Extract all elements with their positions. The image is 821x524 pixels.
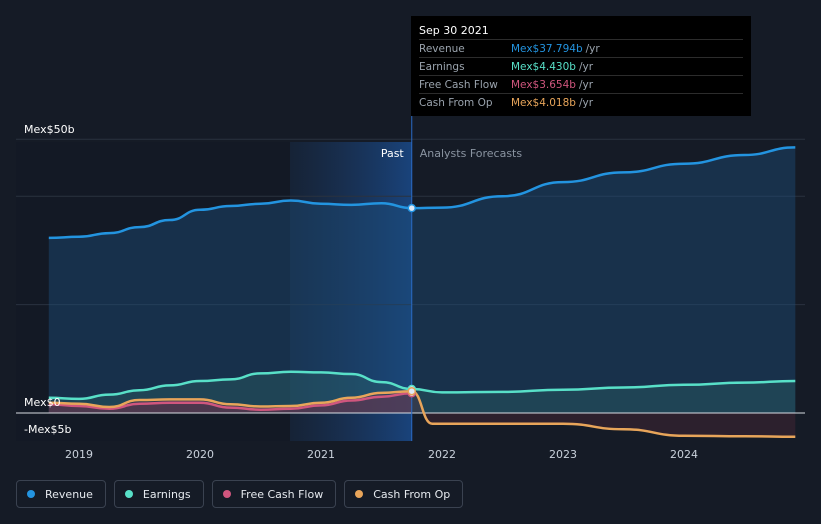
legend-cash-from-op-toggle[interactable]: Cash From Op (344, 480, 464, 508)
tooltip-label: Earnings (419, 60, 465, 73)
past-region-band (290, 142, 412, 441)
revenue-area (48, 147, 796, 413)
legend-dot-icon (124, 490, 133, 498)
cash-from-op-line (48, 389, 796, 439)
tooltip-unit: /yr (578, 78, 594, 91)
past-label: Past (381, 147, 405, 160)
tooltip-unit: /yr (585, 42, 600, 55)
tooltip-unit: /yr (578, 96, 594, 109)
legend-label: Earnings (142, 487, 191, 501)
legend-free-cash-flow-toggle[interactable]: Free Cash Flow (211, 480, 337, 508)
tooltip-label: Cash From Op (419, 96, 493, 109)
legend-label: Cash From Op (373, 487, 451, 501)
legend-label: Revenue (45, 487, 93, 501)
tooltip-value: Mex$4.430b (511, 60, 576, 73)
x-tick-label: 2020 (186, 448, 214, 461)
forecast-label: Analysts Forecasts (420, 147, 523, 160)
legend-dot-icon (222, 490, 231, 498)
hover-tooltip: Sep 30 2021 Revenue Mex$37.794b /yr Earn… (411, 16, 751, 116)
tooltip-value: Mex$4.018b (511, 96, 576, 109)
y-axis-negative-label: -Mex$5b (24, 423, 72, 436)
x-tick-label: 2024 (670, 448, 698, 461)
tooltip-value: Mex$3.654b (511, 78, 576, 91)
free-cash-flow-area (48, 393, 412, 413)
x-tick-label: 2023 (549, 448, 577, 461)
earnings-area (48, 371, 796, 413)
tooltip-date: Sep 30 2021 (419, 24, 489, 37)
y-axis-top-label: Mex$50b (24, 123, 75, 136)
y-axis-zero-label: Mex$0 (24, 396, 61, 409)
free-cash-flow-line (48, 391, 412, 411)
legend-earnings-toggle[interactable]: Earnings (113, 480, 204, 508)
x-tick-label: 2019 (65, 448, 93, 461)
legend-dot-icon (355, 490, 364, 498)
tooltip-label: Revenue (419, 42, 465, 55)
revenue-line (48, 146, 796, 240)
tooltip-unit: /yr (578, 60, 594, 73)
legend-revenue-toggle[interactable]: Revenue (16, 480, 106, 508)
tooltip-label: Free Cash Flow (419, 78, 498, 91)
legend-label: Free Cash Flow (240, 487, 324, 501)
tooltip-row-cash-from-op: Cash From Op Mex$4.018b /yr (419, 93, 743, 111)
tooltip-row-free-cash-flow: Free Cash Flow Mex$3.654b /yr (419, 75, 743, 93)
tooltip-value: Mex$37.794b (511, 42, 583, 55)
earnings-line (48, 370, 796, 401)
chart-legend: Revenue Earnings Free Cash Flow Cash Fro… (16, 480, 464, 508)
hover-marker (407, 203, 416, 213)
past-region-dim (16, 142, 290, 441)
tooltip-row-revenue: Revenue Mex$37.794b /yr (419, 39, 743, 57)
hover-marker (407, 386, 416, 396)
tooltip-row-earnings: Earnings Mex$4.430b /yr (419, 57, 743, 75)
x-tick-label: 2022 (428, 448, 456, 461)
x-tick-label: 2021 (307, 448, 335, 461)
legend-dot-icon (27, 490, 35, 498)
cash-from-op-area (48, 391, 796, 437)
